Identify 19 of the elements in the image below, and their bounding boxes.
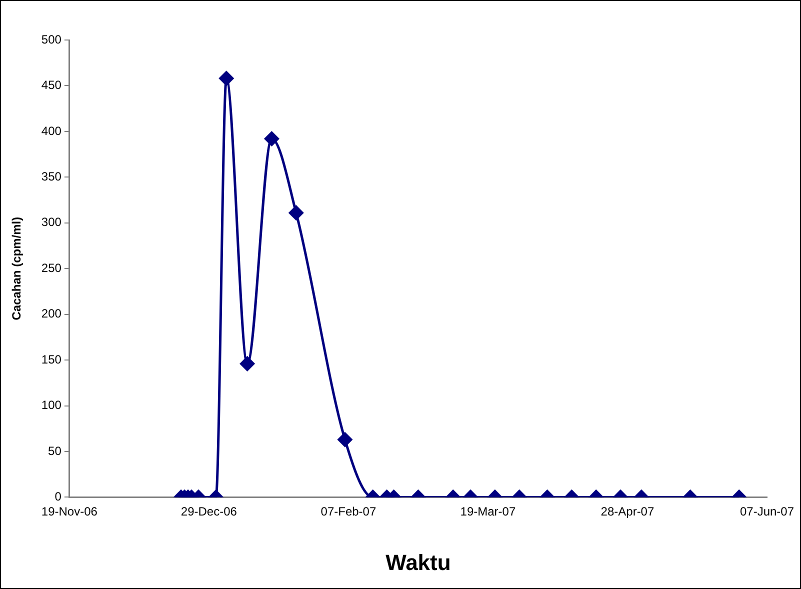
y-tick-label: 200: [41, 306, 62, 321]
x-tick-label: 28-Apr-07: [600, 504, 654, 519]
y-tick-label: 50: [48, 444, 62, 458]
y-tick-label: 250: [41, 260, 62, 275]
y-tick-label: 450: [41, 78, 62, 92]
x-tick-label: 07-Jun-07: [740, 504, 794, 519]
y-tick-label: 150: [41, 352, 62, 366]
y-tick-label: 100: [41, 398, 62, 412]
y-tick-label: 400: [41, 124, 62, 138]
y-tick-label: 300: [41, 215, 62, 230]
y-axis-title: Cacahan (cpm/ml): [10, 216, 24, 320]
y-tick-label: 350: [41, 169, 62, 184]
x-tick-label: 19-Nov-06: [41, 504, 98, 519]
x-tick-label: 29-Dec-06: [180, 504, 238, 519]
x-axis-title: Waktu: [386, 550, 451, 575]
y-tick-label: 0: [54, 490, 62, 504]
y-tick-label: 500: [41, 32, 62, 46]
x-tick-label: 19-Mar-07: [460, 504, 516, 519]
x-tick-label: 07-Feb-07: [320, 504, 376, 519]
